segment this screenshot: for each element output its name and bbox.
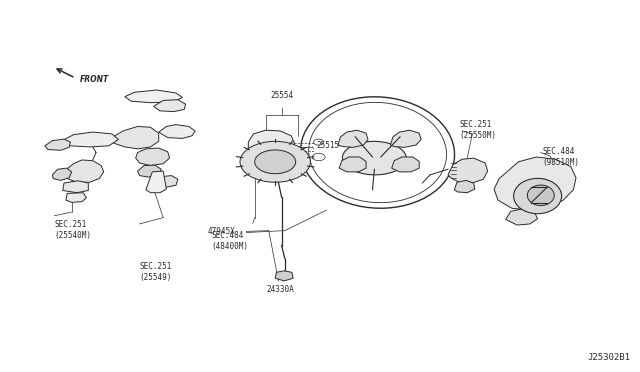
- Polygon shape: [506, 209, 538, 225]
- Polygon shape: [138, 165, 161, 177]
- Polygon shape: [338, 130, 368, 147]
- Text: 47945X: 47945X: [208, 227, 236, 236]
- Polygon shape: [125, 90, 182, 103]
- Polygon shape: [154, 176, 178, 187]
- Polygon shape: [248, 130, 294, 157]
- Circle shape: [240, 141, 310, 182]
- Polygon shape: [159, 125, 195, 138]
- Polygon shape: [63, 181, 88, 193]
- Ellipse shape: [342, 141, 406, 175]
- Polygon shape: [448, 158, 488, 183]
- Polygon shape: [52, 168, 72, 180]
- Text: SEC.251
(25549): SEC.251 (25549): [140, 262, 172, 282]
- Polygon shape: [58, 132, 118, 147]
- Polygon shape: [339, 157, 366, 172]
- Polygon shape: [66, 193, 86, 202]
- Polygon shape: [392, 157, 419, 172]
- Polygon shape: [146, 171, 166, 193]
- Polygon shape: [390, 130, 421, 147]
- Polygon shape: [64, 160, 104, 182]
- Text: SEC.484
(48400M): SEC.484 (48400M): [211, 231, 248, 251]
- Text: 25515: 25515: [316, 141, 339, 150]
- Text: FRONT: FRONT: [80, 76, 109, 84]
- Polygon shape: [45, 139, 70, 150]
- Polygon shape: [136, 148, 170, 166]
- Polygon shape: [494, 157, 576, 210]
- Circle shape: [255, 150, 296, 174]
- Polygon shape: [275, 271, 293, 281]
- Polygon shape: [454, 180, 475, 193]
- Polygon shape: [112, 126, 159, 149]
- Text: 25554: 25554: [270, 92, 293, 100]
- Text: 24330A: 24330A: [266, 285, 294, 294]
- Text: J25302B1: J25302B1: [588, 353, 630, 362]
- Text: SEC.251
(25540M): SEC.251 (25540M): [54, 220, 92, 240]
- Ellipse shape: [527, 185, 554, 205]
- Ellipse shape: [514, 179, 562, 214]
- Text: SEC.484
(98510M): SEC.484 (98510M): [543, 147, 580, 167]
- Text: SEC.251
(25550M): SEC.251 (25550M): [460, 120, 497, 140]
- Polygon shape: [154, 100, 186, 112]
